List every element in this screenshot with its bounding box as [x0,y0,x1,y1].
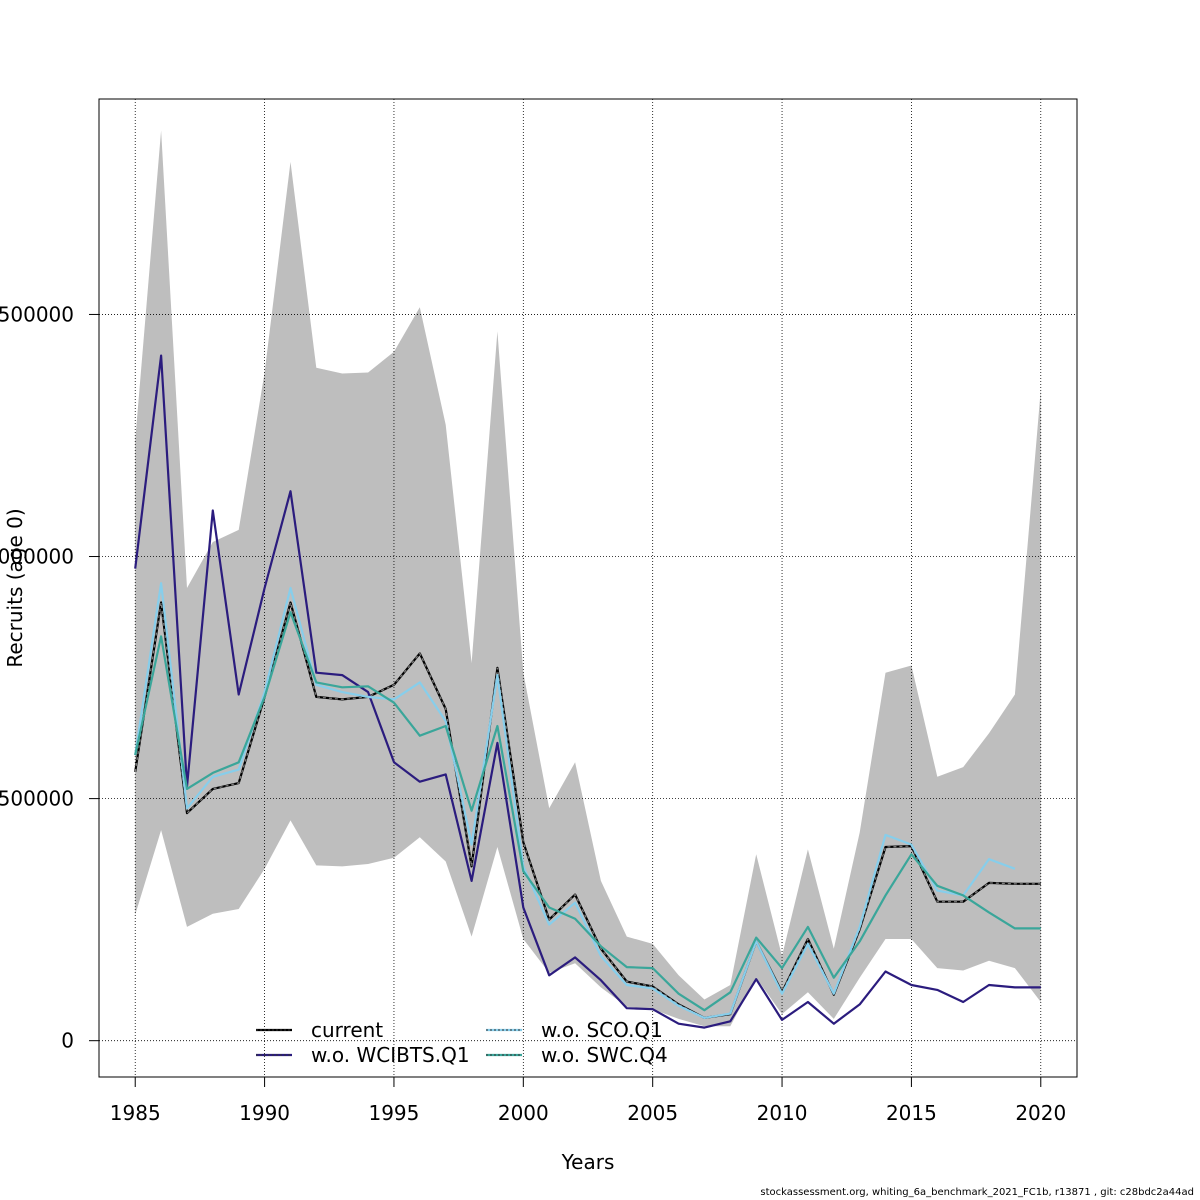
y-tick-label: 0 [61,1029,74,1053]
y-axis-title: Recruits (age 0) [3,508,27,667]
series-layer [134,354,1041,1029]
plot-area [99,99,1077,1077]
x-tick-label: 2005 [627,1101,678,1125]
y-tick-label: 500000 [0,787,74,811]
y-tick-label: 1500000 [0,302,74,326]
x-tick-label: 1990 [239,1101,290,1125]
plot-frame [98,98,1078,1078]
legend-label-current: current [311,1018,383,1042]
x-axis: 1985 1990 1995 2000 2005 2010 2015 2020 [110,1077,1066,1125]
legend-label-w-o-sco-q1: w.o. SCO.Q1 [541,1018,663,1042]
x-tick-label: 2020 [1015,1101,1066,1125]
series-line-w-o-swc-q4 [134,611,1041,1012]
x-tick-label: 1985 [110,1101,161,1125]
footer-credit: stockassessment.org, whiting_6a_benchmar… [760,1187,1194,1198]
legend-label-w-o-swc-q4: w.o. SWC.Q4 [541,1043,668,1067]
confidence-band-layer [135,130,1041,1027]
x-tick-label: 1995 [368,1101,419,1125]
x-tick-label: 2015 [886,1101,937,1125]
x-tick-label: 2010 [757,1101,808,1125]
y-axis: 0 500000 1000000 1500000 [0,302,99,1053]
series-line-w-o-wcibts-q1 [134,354,1041,1029]
confidence-band [135,130,1041,1027]
legend: current w.o. SCO.Q1 w.o. WCIBTS.Q1 w.o. SWC… [256,1018,668,1067]
series-line-w-o-sco-q1 [134,582,1016,1019]
x-tick-label: 2000 [498,1101,549,1125]
legend-label-w-o-wcibts-q1: w.o. WCIBTS.Q1 [311,1043,470,1067]
y-tick-label: 1000000 [0,545,74,569]
x-axis-title: Years [561,1150,615,1174]
series-line-current-overlay [134,600,1041,1019]
